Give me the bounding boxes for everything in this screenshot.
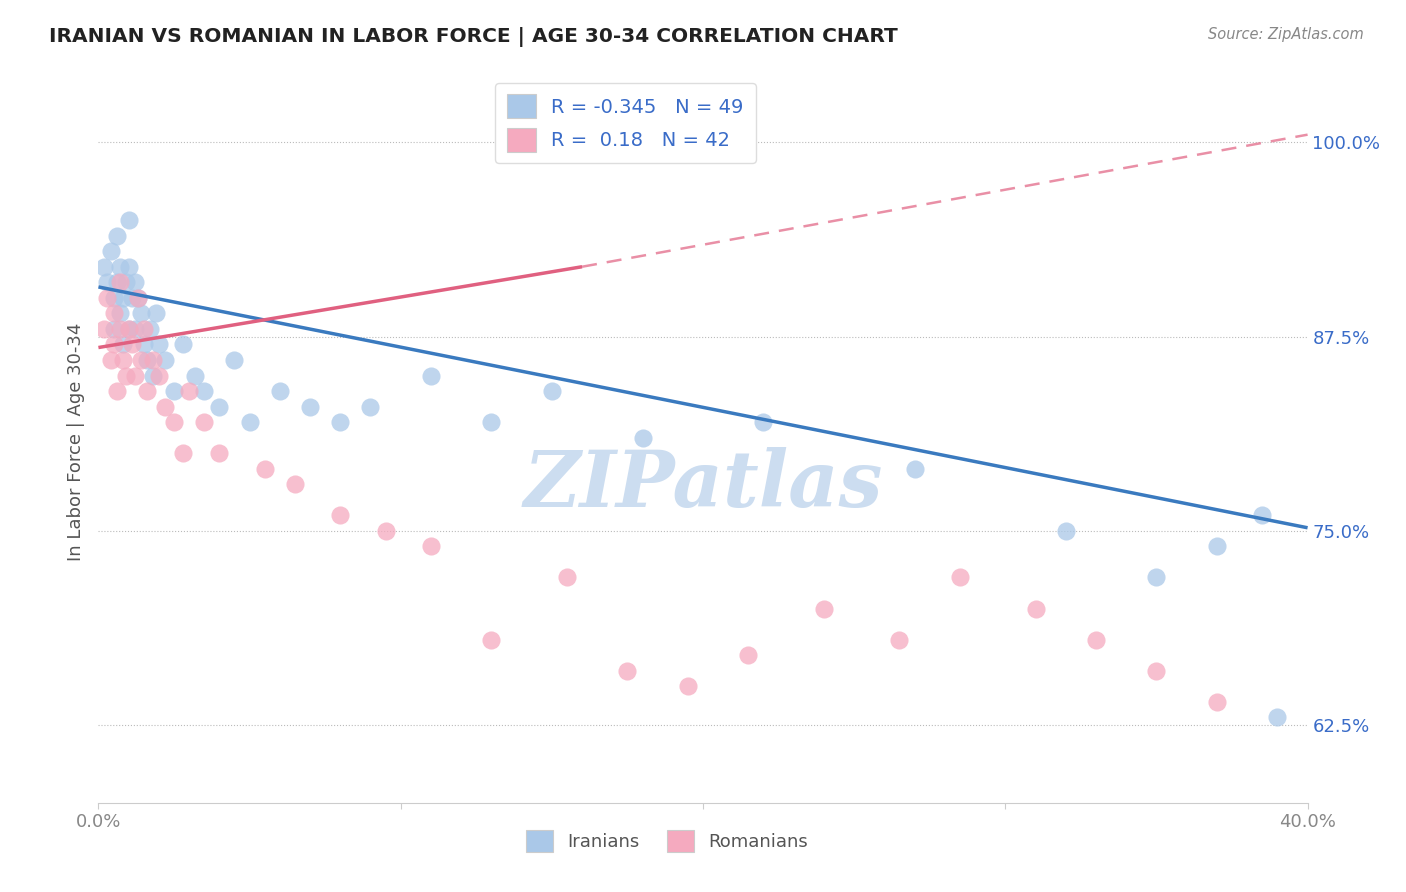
Point xyxy=(676,679,699,693)
Point xyxy=(121,291,143,305)
Point xyxy=(108,306,131,320)
Text: IRANIAN VS ROMANIAN IN LABOR FORCE | AGE 30-34 CORRELATION CHART: IRANIAN VS ROMANIAN IN LABOR FORCE | AGE… xyxy=(49,27,898,46)
Point xyxy=(269,384,291,398)
Text: ZIPatlas: ZIPatlas xyxy=(523,447,883,523)
Point xyxy=(153,400,176,414)
Point xyxy=(420,368,443,383)
Point xyxy=(555,570,578,584)
Point xyxy=(193,415,215,429)
Point xyxy=(103,322,125,336)
Point xyxy=(105,275,128,289)
Point xyxy=(481,632,503,647)
Legend: Iranians, Romanians: Iranians, Romanians xyxy=(519,822,815,859)
Point xyxy=(103,337,125,351)
Point xyxy=(329,415,352,429)
Point xyxy=(135,353,157,368)
Point xyxy=(132,322,155,336)
Point xyxy=(179,384,201,398)
Point xyxy=(360,400,382,414)
Point xyxy=(127,291,149,305)
Point xyxy=(374,524,396,538)
Point xyxy=(129,306,152,320)
Point xyxy=(184,368,207,383)
Point xyxy=(239,415,262,429)
Point xyxy=(148,368,170,383)
Point xyxy=(752,415,775,429)
Point xyxy=(111,291,134,305)
Point xyxy=(193,384,215,398)
Point xyxy=(148,337,170,351)
Point xyxy=(132,337,155,351)
Point xyxy=(153,353,176,368)
Point xyxy=(127,291,149,305)
Point xyxy=(118,322,141,336)
Point xyxy=(1144,664,1167,678)
Point xyxy=(118,260,141,274)
Point xyxy=(100,244,122,259)
Point xyxy=(481,415,503,429)
Point xyxy=(114,275,136,289)
Point xyxy=(96,291,118,305)
Point xyxy=(163,415,186,429)
Point xyxy=(93,260,115,274)
Point xyxy=(111,337,134,351)
Point xyxy=(121,337,143,351)
Point xyxy=(1085,632,1108,647)
Point xyxy=(616,664,638,678)
Point xyxy=(139,322,162,336)
Point xyxy=(737,648,759,663)
Point xyxy=(1267,710,1289,724)
Point xyxy=(114,368,136,383)
Point xyxy=(813,601,835,615)
Point xyxy=(904,461,927,475)
Point xyxy=(420,540,443,554)
Point xyxy=(1054,524,1077,538)
Point xyxy=(145,306,167,320)
Point xyxy=(1024,601,1046,615)
Point xyxy=(129,353,152,368)
Point xyxy=(949,570,972,584)
Point xyxy=(253,461,276,475)
Point xyxy=(124,275,146,289)
Point xyxy=(124,368,146,383)
Point xyxy=(1144,570,1167,584)
Point xyxy=(135,384,157,398)
Point xyxy=(100,353,122,368)
Point xyxy=(172,446,194,460)
Point xyxy=(103,306,125,320)
Point xyxy=(329,508,352,523)
Point xyxy=(172,337,194,351)
Point xyxy=(163,384,186,398)
Text: Source: ZipAtlas.com: Source: ZipAtlas.com xyxy=(1208,27,1364,42)
Point xyxy=(1206,695,1229,709)
Point xyxy=(142,353,165,368)
Point xyxy=(224,353,246,368)
Point xyxy=(103,291,125,305)
Point xyxy=(118,322,141,336)
Point xyxy=(208,446,231,460)
Y-axis label: In Labor Force | Age 30-34: In Labor Force | Age 30-34 xyxy=(66,322,84,561)
Point xyxy=(108,275,131,289)
Point xyxy=(108,322,131,336)
Point xyxy=(105,384,128,398)
Point xyxy=(111,353,134,368)
Point xyxy=(124,322,146,336)
Point xyxy=(631,431,654,445)
Point xyxy=(93,322,115,336)
Point xyxy=(208,400,231,414)
Point xyxy=(1251,508,1274,523)
Point xyxy=(118,213,141,227)
Point xyxy=(142,368,165,383)
Point xyxy=(284,477,307,491)
Point xyxy=(889,632,911,647)
Point xyxy=(1206,540,1229,554)
Point xyxy=(540,384,562,398)
Point xyxy=(108,260,131,274)
Point xyxy=(299,400,322,414)
Point xyxy=(96,275,118,289)
Point xyxy=(105,228,128,243)
